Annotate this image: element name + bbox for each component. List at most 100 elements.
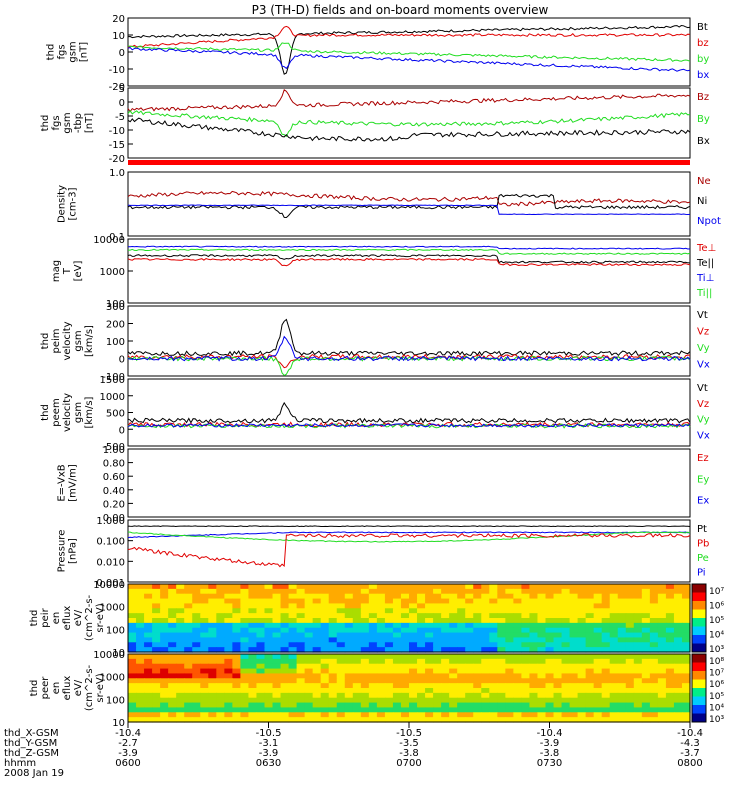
heatmap-cell: [208, 622, 217, 629]
heatmap-cell: [657, 618, 667, 624]
heatmap-cell: [144, 712, 153, 718]
heatmap-cell: [457, 608, 466, 614]
heatmap-cell: [649, 613, 659, 619]
heatmap-cell: [328, 658, 338, 665]
heatmap-cell: [352, 593, 362, 600]
heatmap-cell: [168, 654, 177, 660]
heatmap-cell: [136, 593, 145, 600]
heatmap-cell: [344, 712, 354, 718]
heatmap-cell: [449, 618, 458, 624]
heatmap-cell: [288, 593, 298, 600]
heatmap-cell: [585, 654, 595, 660]
heatmap-cell: [264, 588, 274, 595]
heatmap-cell: [665, 622, 675, 629]
heatmap-cell: [360, 658, 370, 665]
heatmap-cell: [665, 658, 675, 665]
heatmap-cell: [376, 647, 386, 653]
heatmap-cell: [136, 598, 145, 605]
heatmap-cell: [360, 668, 370, 675]
heatmap-cell: [601, 702, 611, 709]
heatmap-cell: [344, 702, 354, 709]
ylabel-line: gsm: [68, 41, 79, 62]
heatmap-cell: [296, 584, 306, 590]
heatmap-cell: [641, 637, 651, 643]
heatmap-cell: [312, 627, 322, 634]
heatmap-cell: [328, 688, 338, 694]
heatmap-cell: [417, 707, 426, 713]
heatmap-cell: [481, 712, 490, 718]
heatmap-cell: [553, 678, 563, 684]
heatmap-cell: [168, 627, 177, 634]
heatmap-cell: [489, 603, 498, 609]
heatmap-cell: [184, 618, 193, 624]
heatmap-cell: [601, 593, 611, 600]
heatmap-cell: [216, 683, 225, 689]
heatmap-cell: [449, 603, 458, 609]
heatmap-cell: [569, 593, 579, 600]
heatmap-cell: [376, 658, 386, 665]
heatmap-cell: [192, 673, 201, 679]
heatmap-cell: [441, 584, 450, 590]
heatmap-cell: [176, 692, 185, 699]
ylabel-line: thd: [46, 44, 57, 61]
heatmap-cell: [481, 608, 490, 614]
heatmap-cell: [264, 668, 274, 675]
heatmap-cell: [657, 654, 667, 660]
ylabel-line: velocity: [62, 321, 73, 360]
heatmap-cell: [489, 673, 498, 679]
heatmap-cell: [200, 692, 209, 699]
heatmap-cell: [649, 663, 659, 670]
heatmap-cell: [336, 642, 346, 648]
heatmap-cell: [256, 637, 266, 643]
heatmap-cell: [240, 688, 250, 694]
heatmap-cell: [545, 613, 555, 619]
heatmap-cell: [360, 642, 370, 648]
heatmap-cell: [160, 637, 169, 643]
heatmap-cell: [625, 603, 635, 609]
heatmap-cell: [184, 603, 193, 609]
heatmap-cell: [368, 707, 378, 713]
heatmap-cell: [304, 654, 314, 660]
heatmap-cell: [128, 658, 137, 665]
heatmap-cell: [465, 603, 474, 609]
heatmap-cell: [457, 654, 466, 660]
legend-entry: Vx: [697, 360, 710, 371]
heatmap-cell: [641, 692, 651, 699]
heatmap-cell: [681, 663, 691, 670]
heatmap-cell: [344, 717, 354, 723]
heatmap-cell: [425, 692, 434, 699]
heatmap-cell: [441, 647, 450, 653]
heatmap-cell: [569, 598, 579, 605]
heatmap-cell: [352, 668, 362, 675]
heatmap-cell: [280, 608, 290, 614]
heatmap-cell: [208, 717, 217, 723]
heatmap-cell: [312, 707, 322, 713]
heatmap-cell: [601, 654, 611, 660]
heatmap-cell: [256, 627, 266, 634]
heatmap-cell: [441, 588, 450, 595]
heatmap-cell: [296, 654, 306, 660]
heatmap-cell: [376, 692, 386, 699]
series-by: [127, 42, 691, 62]
heatmap-cell: [561, 717, 571, 723]
heatmap-cell: [288, 613, 298, 619]
heatmap-cell: [296, 692, 306, 699]
heatmap-cell: [545, 678, 555, 684]
heatmap-cell: [417, 588, 426, 595]
heatmap-cell: [144, 637, 153, 643]
heatmap-cell: [633, 637, 643, 643]
heatmap-cell: [200, 603, 209, 609]
heatmap-cell: [409, 613, 418, 619]
heatmap-cell: [128, 712, 137, 718]
heatmap-cell: [529, 613, 539, 619]
heatmap-cell: [649, 678, 659, 684]
heatmap-cell: [384, 717, 394, 723]
heatmap-cell: [417, 697, 426, 704]
ytick-label: 1000: [100, 673, 125, 684]
heatmap-cell: [649, 717, 659, 723]
heatmap-cell: [409, 683, 418, 689]
heatmap-cell: [417, 678, 426, 684]
heatmap-cell: [240, 712, 250, 718]
heatmap-cell: [673, 668, 683, 675]
heatmap-cell: [609, 622, 619, 629]
